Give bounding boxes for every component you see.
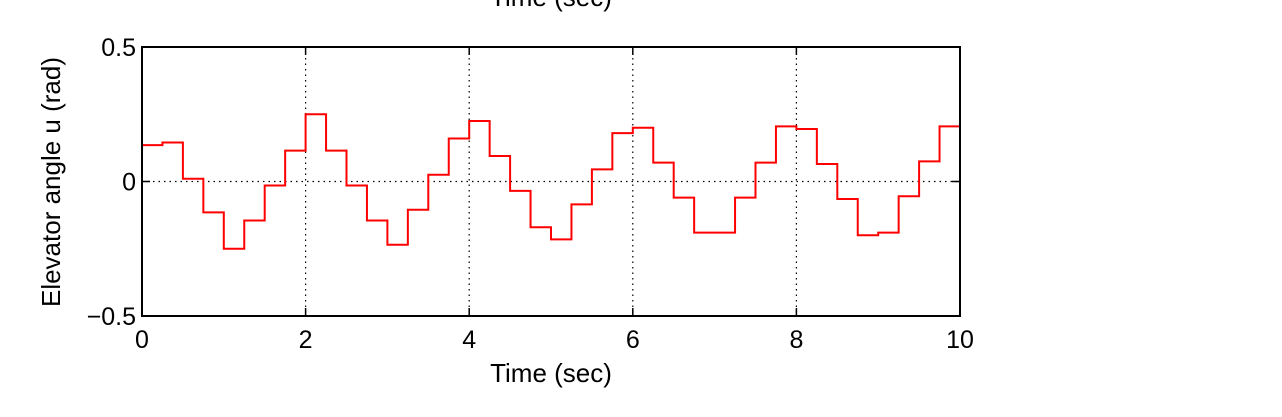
x-tick-label: 0 (135, 326, 149, 354)
grid-layer (142, 47, 960, 316)
x-tick-label: 4 (462, 326, 476, 354)
y-axis-label: Elevator angle u (rad) (36, 57, 66, 307)
series-layer (142, 113, 960, 250)
y-tick-label: 0 (122, 169, 136, 197)
top-clipped-label: Time (sec) (490, 0, 612, 12)
y-tick-label: −0.5 (87, 303, 136, 331)
x-tick-label: 8 (789, 326, 803, 354)
x-tick-label: 10 (946, 326, 974, 354)
x-tick-label: 2 (299, 326, 313, 354)
series-line (142, 113, 960, 250)
x-tick-label: 6 (626, 326, 640, 354)
x-axis-label: Time (sec) (490, 358, 612, 388)
y-tick-label: 0.5 (101, 34, 136, 62)
tick-layer: 0 2 4 6 8 10−0.500.5 (87, 34, 974, 354)
